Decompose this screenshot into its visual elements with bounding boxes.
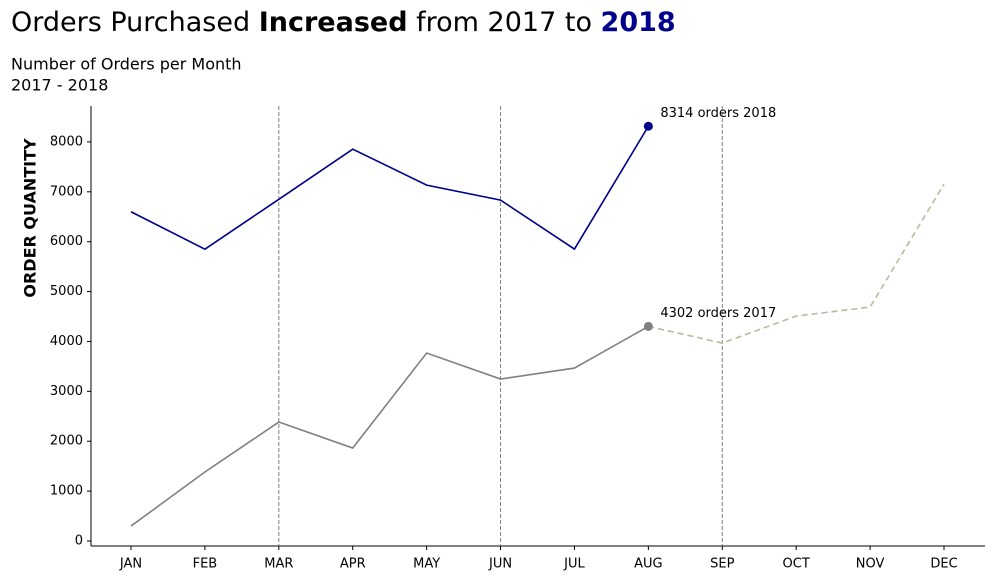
y-tick-label: 3000 [50,384,83,399]
subtitle: 2017 - 2018 [11,76,108,95]
y-tick-label: 5000 [50,284,83,299]
y-tick-label: 6000 [50,234,83,249]
subtitle: Number of Orders per Month [11,55,242,74]
y-tick-label: 1000 [50,484,83,499]
x-tick-label: JUN [488,557,512,572]
x-tick-label: JAN [119,557,142,572]
x-tick-label: OCT [783,557,810,572]
title-part: from 2017 to [408,7,601,38]
end-point [643,321,653,331]
x-tick-label: DEC [930,557,957,572]
y-tick-label: 4000 [50,334,83,349]
x-tick-label: APR [340,557,366,572]
annotation: 8314 orders 2018 [660,106,776,121]
series-line [130,325,649,527]
x-tick-label: AUG [634,557,662,572]
x-tick-label: SEP [710,557,734,572]
chart-title: Orders Purchased Increased from 2017 to … [11,7,676,38]
series-line [648,183,945,344]
y-tick-label: 2000 [50,434,83,449]
x-tick-label: FEB [193,557,218,572]
y-tick-label: 8000 [50,134,83,149]
x-tick-label: MAY [413,557,440,572]
title-part: Increased [259,7,408,38]
y-axis-label: ORDER QUANTITY [21,138,40,298]
x-tick-label: MAR [264,557,293,572]
series-line [130,125,650,251]
annotation: 4302 orders 2017 [660,306,776,321]
y-tick-label: 0 [75,534,83,549]
y-tick-label: 7000 [50,184,83,199]
x-tick-label: JUL [563,557,585,572]
title-part: Orders Purchased [11,7,259,38]
end-point [643,121,653,131]
title-part: 2018 [601,7,676,38]
x-tick-label: NOV [856,557,885,572]
